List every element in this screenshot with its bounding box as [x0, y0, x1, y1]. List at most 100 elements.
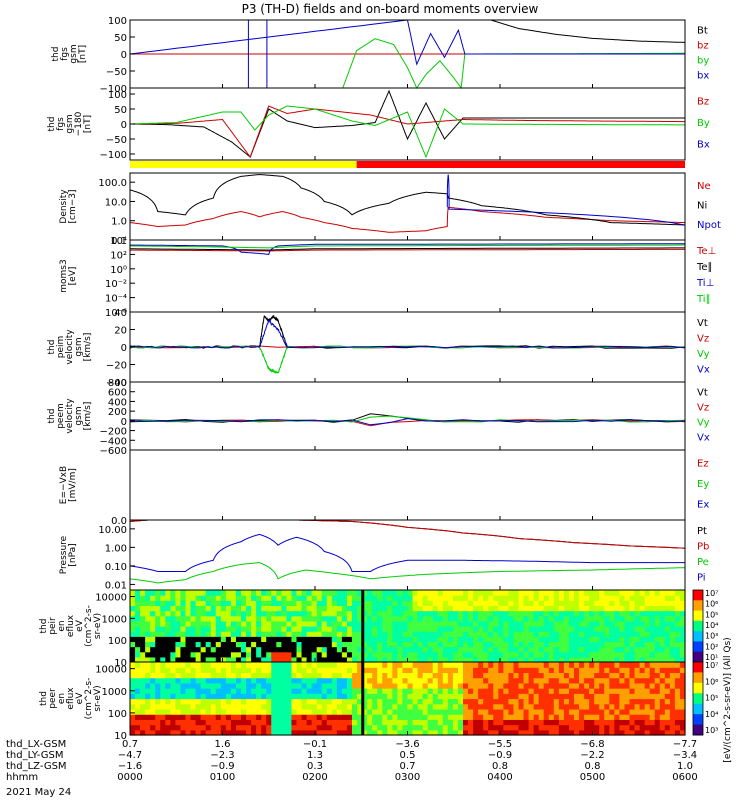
series-line-density-0 — [129, 206, 686, 233]
colorbar-tick-label: 10⁵ — [705, 694, 718, 703]
x-row-label: hhmm — [6, 772, 38, 783]
x-tick-label: 0.3 — [307, 761, 323, 772]
y-axis-label: thd — [47, 409, 57, 424]
y-tick-label: 10⁴ — [110, 236, 127, 247]
panel-peer: 10⁷ 10⁶ 10⁵ 10⁴ 10³ 10000 1000 100 10 thd peer en ef… — [39, 661, 718, 742]
y-tick-label: 10⁻² — [105, 279, 127, 290]
x-tick-label: 0000 — [117, 772, 142, 783]
y-tick-label: 1000 — [102, 614, 127, 625]
legend-label: Ez — [697, 458, 709, 469]
spectrogram-gap-peer — [361, 662, 365, 735]
x-tick-label: −4.7 — [118, 750, 142, 761]
series-line-fgs_gsm-1 — [130, 105, 685, 158]
series-line-density-2 — [446, 174, 686, 226]
y-axis-label: fgs — [60, 47, 70, 61]
x-tick-label: 0.7 — [400, 761, 416, 772]
y-tick-label: 1.00 — [105, 543, 127, 554]
x-tick-label: −0.9 — [210, 761, 234, 772]
y-tick-label: 200 — [108, 407, 127, 418]
y-tick-label: 100 — [108, 16, 127, 27]
y-axis-label: eflux — [66, 614, 76, 637]
y-axis-label: [km/s] — [83, 402, 93, 431]
y-axis-label: (cm^2-s- — [84, 605, 94, 647]
x-tick-label: −6.8 — [580, 739, 604, 750]
y-tick-label: 10² — [110, 250, 127, 261]
y-tick-label: 10000 — [95, 593, 127, 604]
legend-label: Vt — [697, 318, 708, 329]
y-axis-label: [nT] — [83, 115, 93, 133]
x-tick-label: 0100 — [210, 772, 235, 783]
series-line-fgs_gsm-2 — [130, 105, 685, 159]
y-axis-label: eV — [75, 619, 85, 632]
colorbar-tick-label: 10² — [705, 642, 718, 651]
panel-efield: 0.0 E=−VxB [mV/m] — [59, 449, 686, 527]
x-tick-label: 0500 — [580, 772, 605, 783]
y-axis-label: peir — [48, 617, 58, 635]
panel-frame — [129, 381, 686, 451]
colorbar-tick-label: 10⁶ — [705, 600, 718, 609]
y-tick-label: 400 — [108, 397, 127, 408]
panel-density: 100.0 10.0 1.0 0.1 Density [cm−3] — [59, 172, 686, 247]
series-line-pressure-3 — [129, 533, 685, 572]
y-axis-label: en — [57, 620, 67, 631]
y-axis-label: [km/s] — [83, 333, 93, 362]
series-line-peem-3 — [129, 418, 686, 426]
legend-label: by — [697, 56, 709, 67]
series-line-moms-1 — [130, 247, 685, 251]
y-tick-label: 50 — [114, 105, 127, 116]
y-axis-label: [cm−3] — [68, 189, 78, 223]
y-tick-label: 600 — [108, 388, 127, 399]
legend-label: bz — [697, 41, 709, 52]
y-axis-label: gsm — [69, 44, 79, 63]
y-tick-label: −100 — [100, 150, 127, 161]
status-bar-red — [356, 161, 685, 168]
legend-label: Vx — [697, 364, 710, 375]
legend-label: Ex — [697, 500, 709, 511]
colorbar-tick-label: 10⁷ — [705, 661, 718, 670]
y-axis-label: Pressure — [59, 535, 69, 574]
x-tick-label: 0300 — [395, 772, 420, 783]
colorbar-tick-label: 10⁷ — [705, 589, 718, 598]
panel-pressure: 10.00 1.00 0.10 0.01 Pressure [nPa] — [59, 519, 686, 591]
y-tick-label: −40 — [106, 378, 127, 389]
colorbar-title: [eV/(cm^2-s-sr-eV)] (All Qs) — [723, 637, 733, 762]
y-axis-label: gsm — [74, 337, 84, 356]
legend-label: Ne — [697, 181, 711, 192]
legend-label: Pt — [697, 526, 707, 537]
y-axis-label: [nPa] — [68, 543, 78, 566]
y-tick-label: 0.01 — [105, 580, 127, 591]
y-axis-label: thd — [47, 340, 57, 355]
y-tick-label: −20 — [106, 361, 127, 372]
date-label: 2021 May 24 — [6, 787, 71, 798]
legend-label: By — [697, 118, 710, 129]
y-axis-label: −180 — [74, 111, 84, 136]
panel-frame — [129, 172, 686, 241]
y-axis-label: thd — [47, 117, 57, 132]
series-line-peim-0 — [129, 314, 686, 349]
x-tick-label: 0.7 — [122, 739, 138, 750]
colorbar-tick-label: 10⁴ — [705, 710, 718, 719]
x-tick-label: 1.3 — [307, 750, 323, 761]
panel-frame — [129, 519, 686, 591]
x-row-label: thd_LX-GSM — [6, 739, 66, 750]
legend-label: Ni — [697, 201, 707, 212]
colorbar-peer — [692, 661, 704, 736]
legend-label: Ti∥ — [696, 294, 711, 305]
y-axis-label: gsm — [65, 114, 75, 133]
status-bar-yellow — [130, 161, 357, 168]
y-tick-label: 0 — [121, 50, 127, 61]
x-tick-label: 0400 — [487, 772, 512, 783]
legend-label: Te∥ — [696, 262, 713, 273]
series-line-peim-2 — [129, 345, 686, 375]
y-tick-label: 0.0 — [111, 516, 127, 527]
y-axis-label: [mV/m] — [68, 468, 78, 502]
legend-label: Bx — [697, 139, 710, 150]
series-line-pressure-2 — [129, 562, 686, 584]
panel-peim: 40 20 0 −20 −40 thd peim velocity gsm [km/s] — [47, 308, 686, 389]
y-tick-label: 10.0 — [105, 197, 127, 208]
y-tick-label: 1.0 — [111, 217, 127, 228]
y-tick-label: 10 — [114, 731, 127, 742]
y-axis-label: peim — [56, 336, 66, 359]
